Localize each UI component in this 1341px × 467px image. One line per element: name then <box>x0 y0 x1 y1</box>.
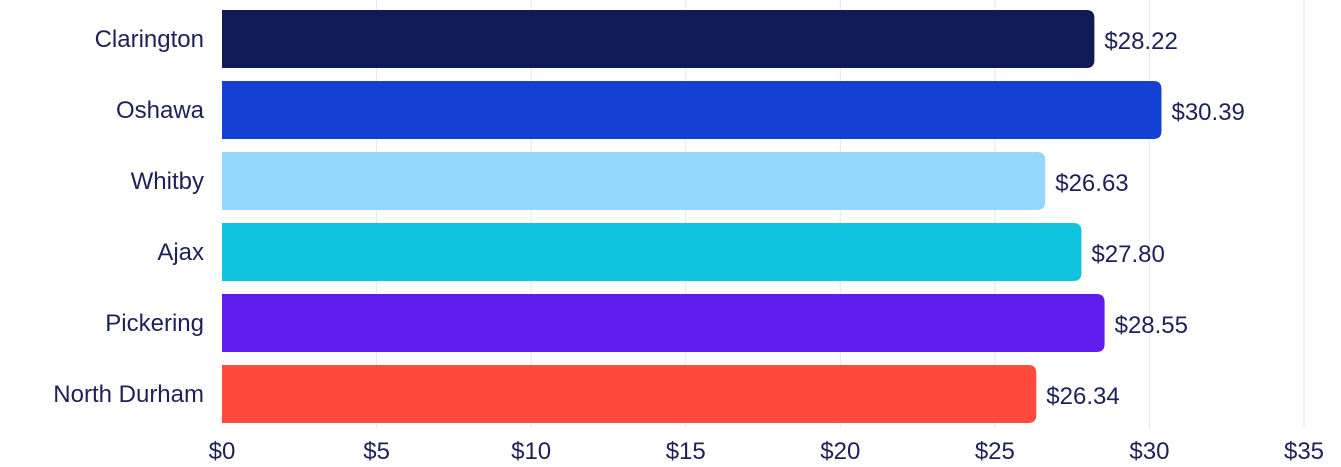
value-labels: $28.22 $30.39 $26.63 $27.80 $28.55 $26.34 <box>1046 28 1245 410</box>
x-tick-label: $0 <box>209 438 236 465</box>
x-axis-tick-labels: $0 $5 $10 $15 $20 $25 $30 $35 <box>209 438 1324 465</box>
category-label: North Durham <box>53 381 204 408</box>
value-label: $30.39 <box>1171 99 1244 126</box>
bars <box>222 10 1162 423</box>
gridlines <box>376 0 1305 428</box>
category-label: Pickering <box>105 310 204 337</box>
x-tick-label: $15 <box>666 438 706 465</box>
value-label: $28.22 <box>1104 28 1177 55</box>
bar <box>222 294 1105 352</box>
category-label: Whitby <box>131 168 204 195</box>
x-tick-label: $30 <box>1129 438 1169 465</box>
category-label: Ajax <box>157 239 204 266</box>
value-label: $28.55 <box>1115 312 1188 339</box>
x-tick-label: $10 <box>511 438 551 465</box>
bar <box>222 152 1046 210</box>
category-label: Clarington <box>95 26 204 53</box>
x-tick-label: $35 <box>1284 438 1324 465</box>
value-label: $26.63 <box>1055 170 1128 197</box>
x-tick-label: $5 <box>363 438 390 465</box>
bar <box>222 365 1037 423</box>
bar <box>222 81 1162 139</box>
x-tick-label: $20 <box>820 438 860 465</box>
bar <box>222 10 1095 68</box>
value-label: $26.34 <box>1046 383 1119 410</box>
category-label: Oshawa <box>116 97 205 124</box>
value-label: $27.80 <box>1091 241 1164 268</box>
category-labels: Clarington Oshawa Whitby Ajax Pickering North… <box>53 26 204 408</box>
bar <box>222 223 1082 281</box>
x-tick-label: $25 <box>975 438 1015 465</box>
